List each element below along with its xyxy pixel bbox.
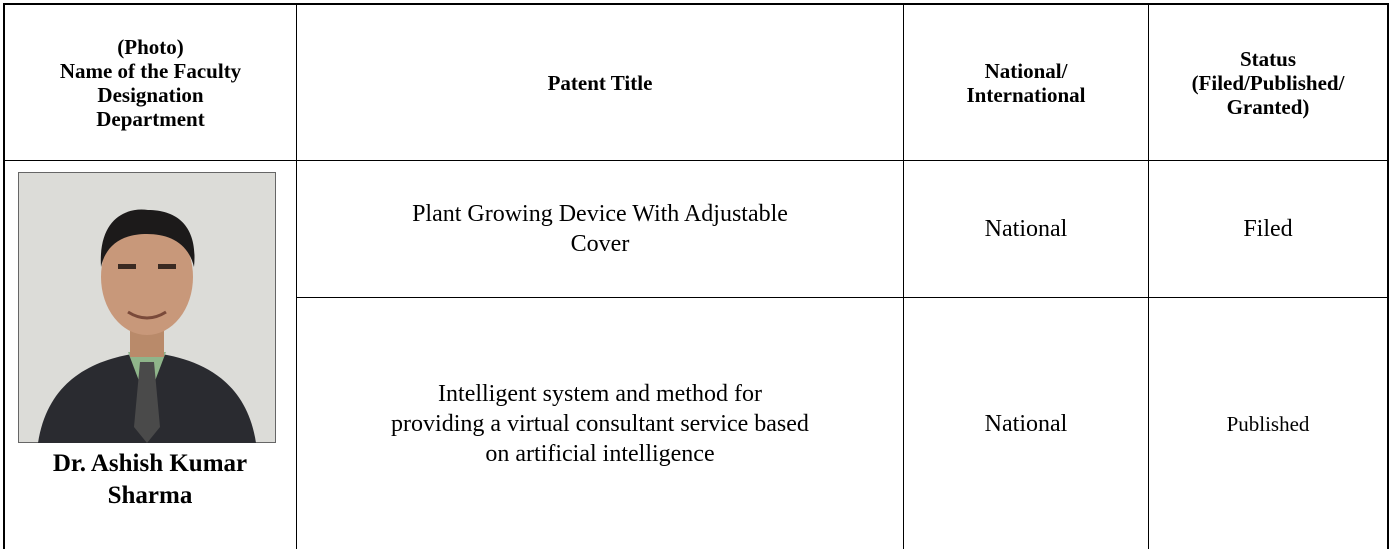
border	[296, 3, 297, 549]
text-line: National	[984, 216, 1068, 242]
text-line: National/	[984, 58, 1068, 83]
text-line: Dr. Ashish Kumar	[52, 450, 248, 477]
text-line: Granted)	[1226, 94, 1310, 119]
text-line: International	[966, 82, 1086, 107]
scope: National	[904, 161, 1148, 297]
text-line: Department	[96, 106, 205, 131]
text-line: Status	[1239, 46, 1297, 71]
faculty-name: Dr. Ashish Kumar Sharma	[3, 448, 297, 512]
faculty-photo	[18, 172, 276, 443]
text-line: Published	[1226, 411, 1310, 436]
patent-title: Intelligent system and method for providi…	[297, 298, 903, 549]
text-line: (Filed/Published/	[1191, 70, 1345, 95]
header-cell: (Photo) Name of the Faculty Designation Dep…	[5, 5, 296, 160]
status: Published	[1149, 298, 1387, 549]
patent-title: Plant Growing Device With Adjustable Cove…	[297, 161, 903, 297]
text-line: Cover	[570, 231, 630, 257]
text-line: on artificial intelligence	[485, 440, 715, 467]
border	[3, 160, 1389, 161]
border	[1148, 3, 1149, 549]
border	[3, 3, 1389, 5]
text-line: Sharma	[107, 482, 193, 509]
text-line: Plant Growing Device With Adjustable	[412, 201, 788, 227]
text-line: Filed	[1243, 216, 1293, 242]
text-line: Patent Title	[547, 70, 653, 95]
border	[903, 3, 904, 549]
border	[1387, 3, 1389, 549]
border	[297, 297, 1389, 298]
status: Filed	[1149, 161, 1387, 297]
header-cell: National/International	[904, 5, 1148, 160]
scope: National	[904, 298, 1148, 549]
text-line: Name of the Faculty	[59, 58, 242, 83]
header-cell: Patent Title	[297, 5, 903, 160]
text-line: (Photo)	[117, 34, 184, 59]
text-line: Designation	[97, 82, 204, 107]
text-line: providing a virtual consultant service b…	[391, 410, 809, 437]
text-line: National	[984, 410, 1068, 437]
text-line: Intelligent system and method for	[438, 380, 762, 407]
border	[3, 3, 5, 549]
header-cell: Status (Filed/Published/Granted)	[1149, 5, 1387, 160]
